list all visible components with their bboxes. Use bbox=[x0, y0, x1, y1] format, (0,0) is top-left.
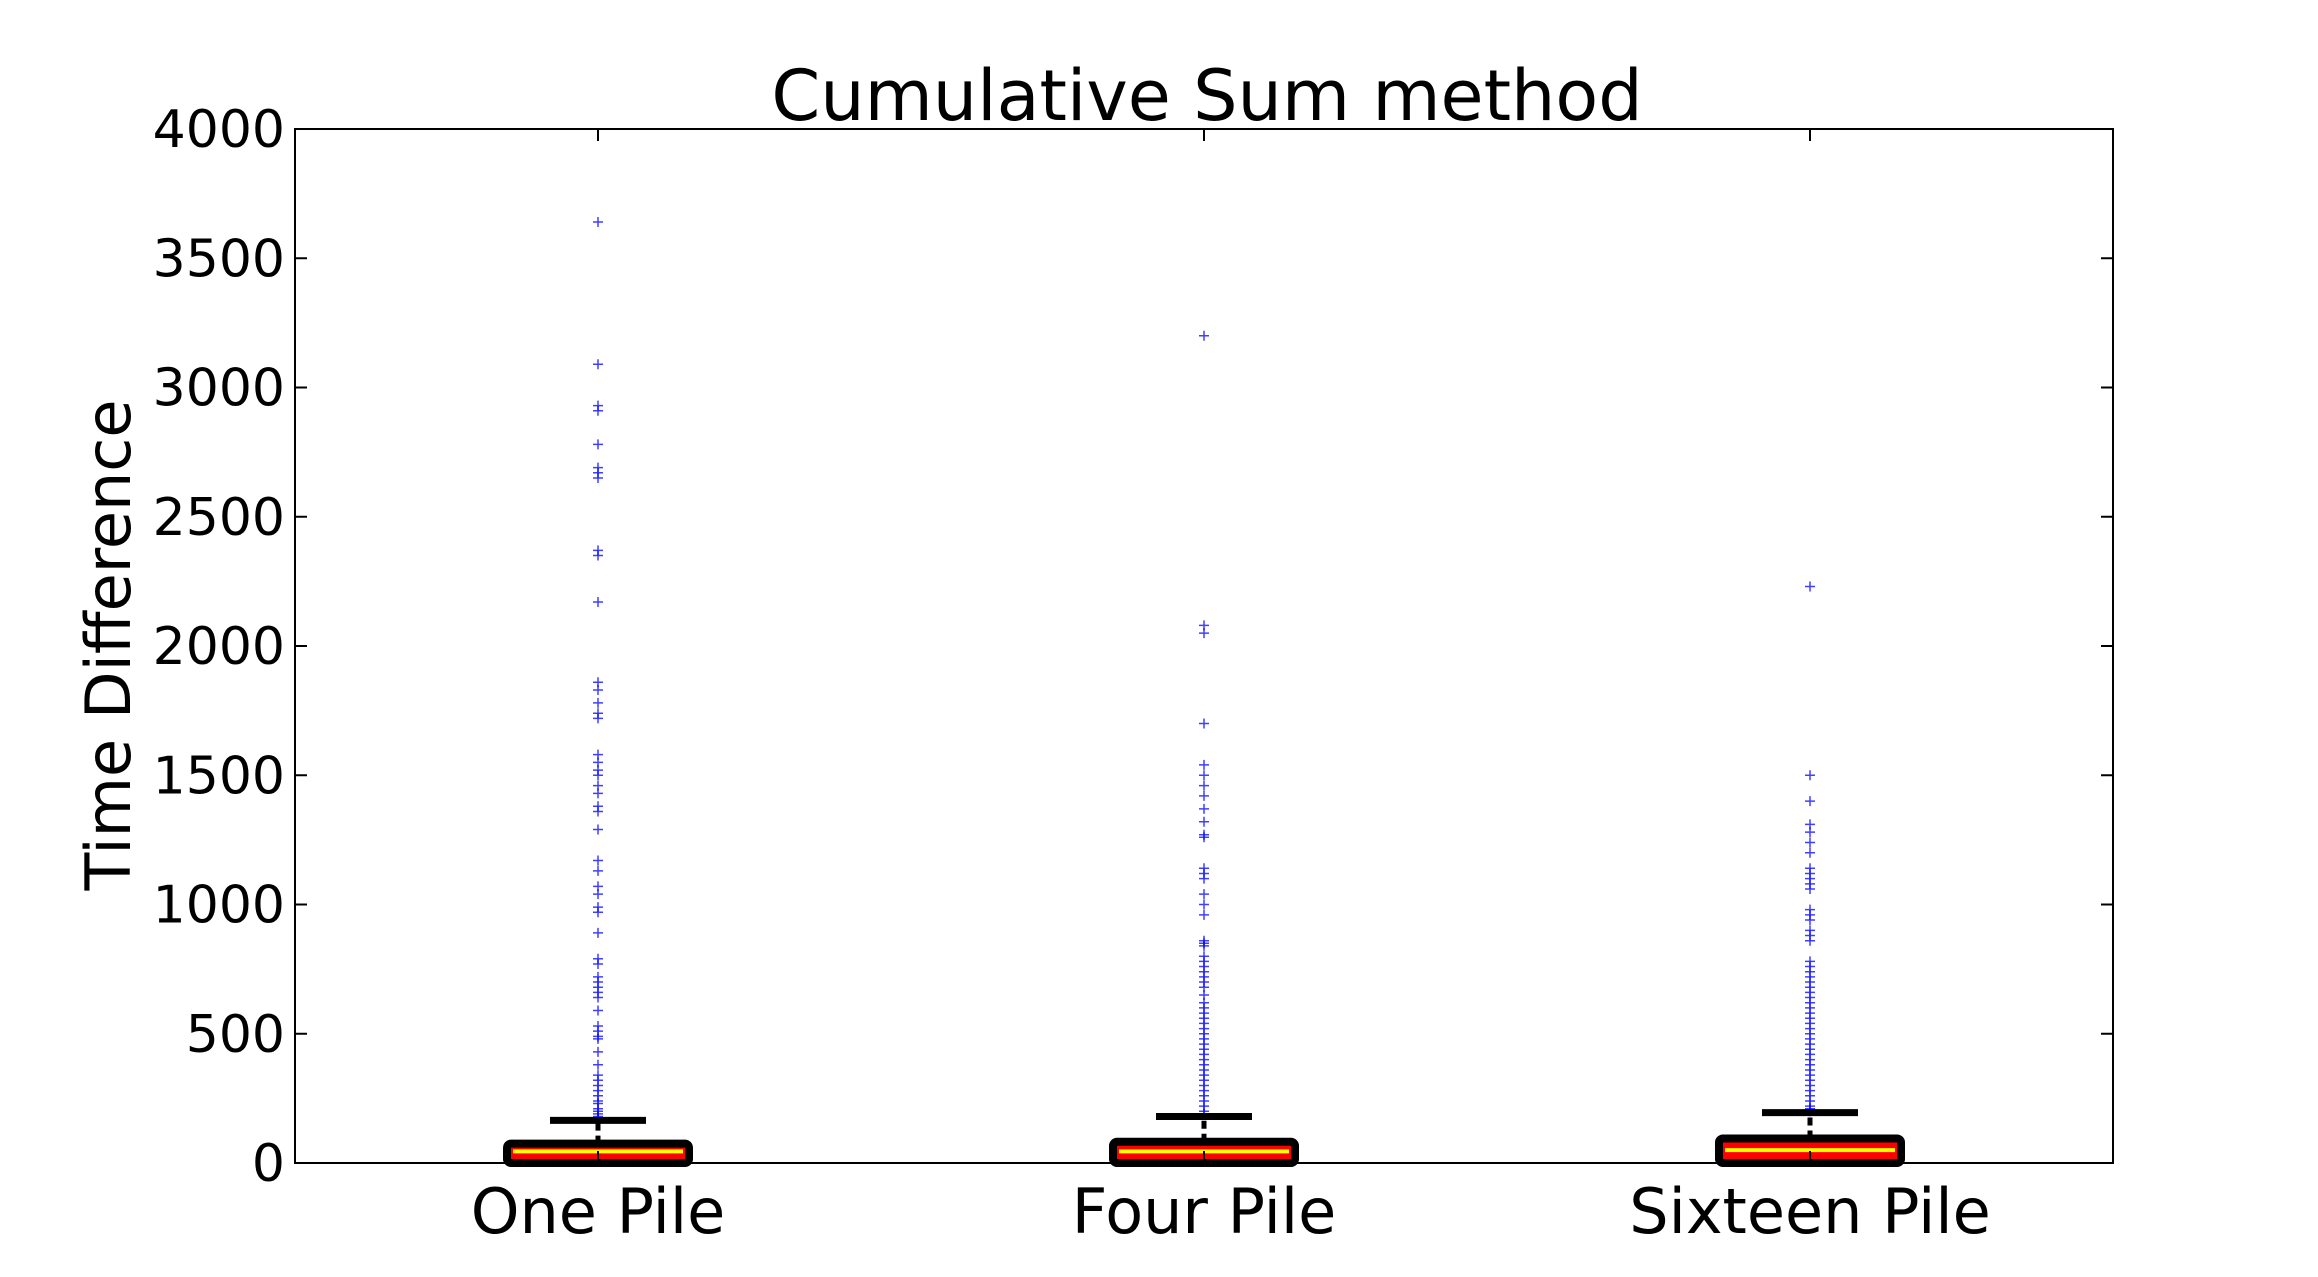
box-group bbox=[503, 217, 693, 1168]
outlier-point bbox=[593, 927, 603, 938]
outlier-point bbox=[593, 824, 603, 835]
outlier-point bbox=[1805, 883, 1815, 894]
outlier-point bbox=[1805, 581, 1815, 592]
outlier-point bbox=[593, 550, 603, 561]
plot-marks bbox=[503, 217, 1905, 1168]
outlier-point bbox=[593, 958, 603, 969]
y-tick-label: 3000 bbox=[153, 359, 285, 419]
outlier-point bbox=[593, 472, 603, 483]
y-tick-label: 1500 bbox=[153, 746, 285, 806]
y-tick-label: 500 bbox=[186, 1005, 285, 1065]
outlier-point bbox=[1199, 909, 1209, 920]
outlier-point bbox=[593, 1046, 603, 1057]
y-axis-label: Time Difference bbox=[72, 399, 145, 891]
outlier-point bbox=[1199, 873, 1209, 884]
x-tick-label: Four Pile bbox=[1072, 1175, 1337, 1248]
box-group bbox=[1109, 330, 1299, 1167]
outlier-point bbox=[593, 405, 603, 416]
outlier-point bbox=[593, 907, 603, 918]
outlier-point bbox=[1199, 803, 1209, 814]
outlier-point bbox=[593, 1059, 603, 1070]
outlier-point bbox=[593, 597, 603, 608]
outlier-point bbox=[1805, 837, 1815, 848]
outlier-point bbox=[1805, 796, 1815, 807]
outlier-point bbox=[1805, 770, 1815, 781]
x-tick-label: Sixteen Pile bbox=[1629, 1175, 1991, 1248]
outlier-point bbox=[593, 217, 603, 228]
axis-ticks: 0 500 1000 1500 2000 2500 3000 3500 4000 One Pile… bbox=[153, 100, 2113, 1248]
outlier-point bbox=[1199, 718, 1209, 729]
outlier-point bbox=[1805, 847, 1815, 858]
y-tick-label: 4000 bbox=[153, 100, 285, 160]
outlier-point bbox=[1805, 935, 1815, 946]
outlier-point bbox=[1199, 770, 1209, 781]
outlier-point bbox=[593, 713, 603, 724]
y-tick-label: 1000 bbox=[153, 876, 285, 936]
box-group bbox=[1715, 581, 1905, 1168]
outlier-point bbox=[593, 359, 603, 370]
outlier-point bbox=[593, 855, 603, 866]
outlier-point bbox=[1199, 940, 1209, 951]
outlier-point bbox=[1199, 628, 1209, 639]
outlier-point bbox=[593, 1005, 603, 1016]
outlier-point bbox=[1199, 832, 1209, 843]
outlier-point bbox=[593, 684, 603, 695]
outlier-point bbox=[593, 889, 603, 900]
chart-title: Cumulative Sum method bbox=[771, 55, 1642, 137]
outlier-point bbox=[593, 1033, 603, 1044]
y-tick-label: 0 bbox=[252, 1134, 285, 1194]
outlier-point bbox=[1199, 899, 1209, 910]
outlier-point bbox=[593, 865, 603, 876]
y-tick-label: 3500 bbox=[153, 229, 285, 289]
outlier-point bbox=[1199, 759, 1209, 770]
outlier-point bbox=[593, 697, 603, 708]
outlier-point bbox=[593, 770, 603, 781]
outlier-point bbox=[593, 992, 603, 1003]
outlier-point bbox=[593, 806, 603, 817]
x-tick-label: One Pile bbox=[471, 1175, 726, 1248]
outlier-point bbox=[1199, 330, 1209, 341]
outlier-point bbox=[1199, 790, 1209, 801]
outlier-point bbox=[593, 788, 603, 799]
outlier-point bbox=[1805, 915, 1815, 926]
y-tick-label: 2500 bbox=[153, 488, 285, 548]
outlier-point bbox=[1199, 816, 1209, 827]
outlier-point bbox=[1199, 889, 1209, 900]
outlier-point bbox=[1199, 780, 1209, 791]
outlier-point bbox=[593, 439, 603, 450]
y-tick-label: 2000 bbox=[153, 617, 285, 677]
outlier-point bbox=[1805, 827, 1815, 838]
